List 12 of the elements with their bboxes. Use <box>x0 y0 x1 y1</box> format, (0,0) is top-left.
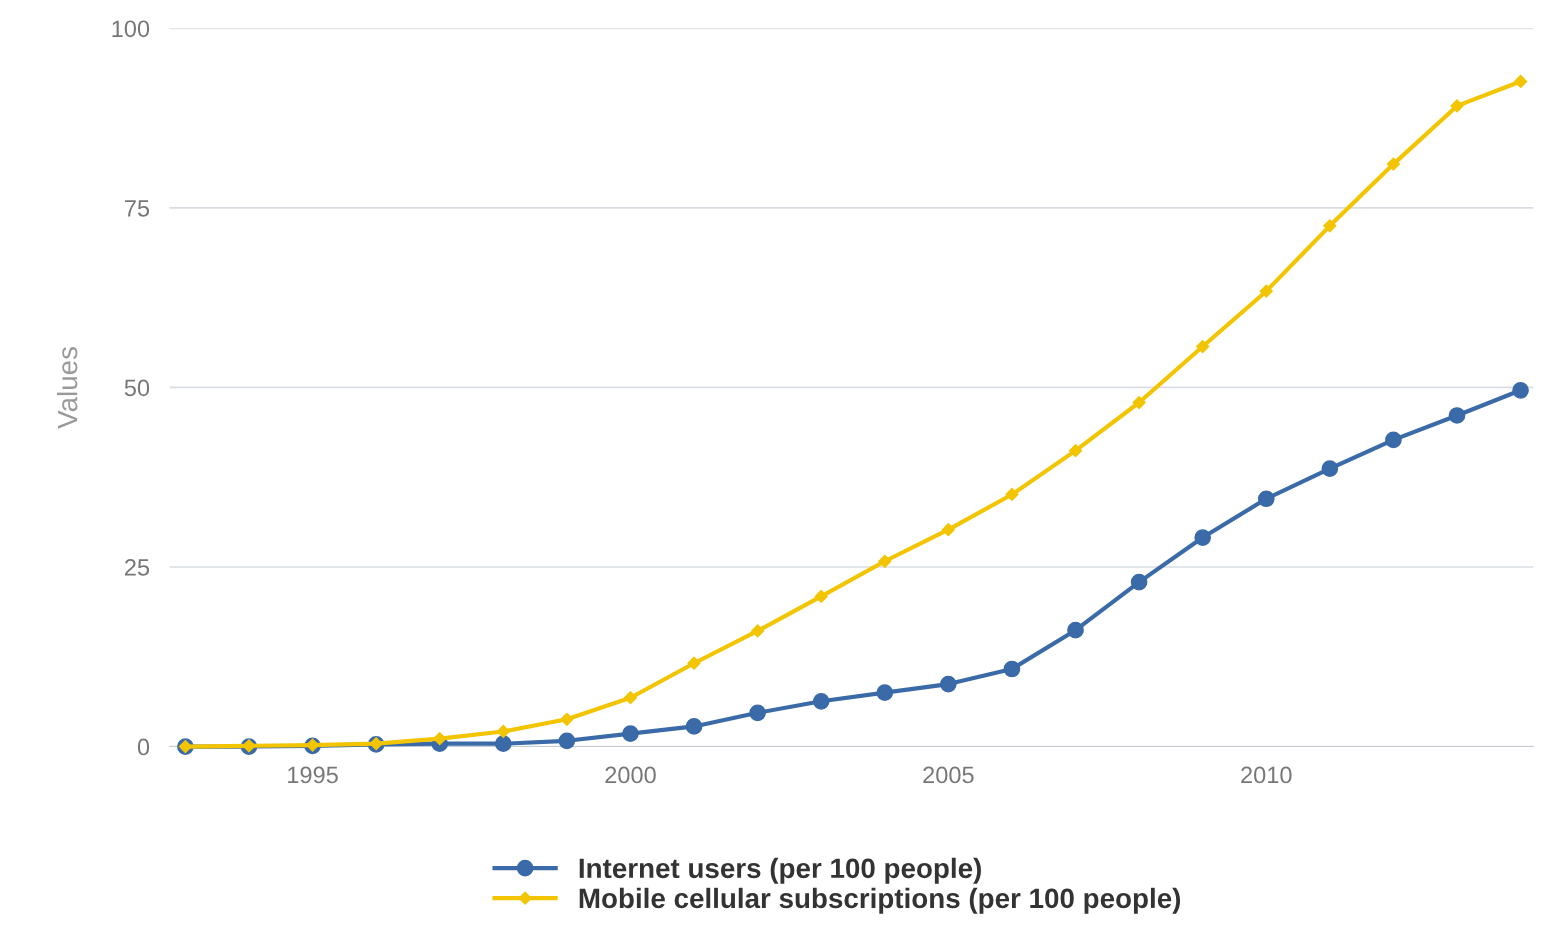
legend-label: Internet users (per 100 people) <box>579 857 981 884</box>
y-tick-label: 0 <box>137 738 150 756</box>
legend-label: Mobile cellular subscriptions (per 100 people) <box>579 887 1181 914</box>
x-tick-label: 2010 <box>1241 766 1292 784</box>
y-tick-label: 100 <box>112 20 150 38</box>
y-axis-title: Values <box>57 347 78 429</box>
y-tick-label: 75 <box>125 200 150 217</box>
x-tick-label: 2005 <box>923 766 974 784</box>
x-tick-label: 1995 <box>288 766 338 784</box>
y-tick-label: 50 <box>124 379 150 397</box>
x-tick-label: 2000 <box>605 766 656 784</box>
y-tick-label: 25 <box>124 559 150 576</box>
